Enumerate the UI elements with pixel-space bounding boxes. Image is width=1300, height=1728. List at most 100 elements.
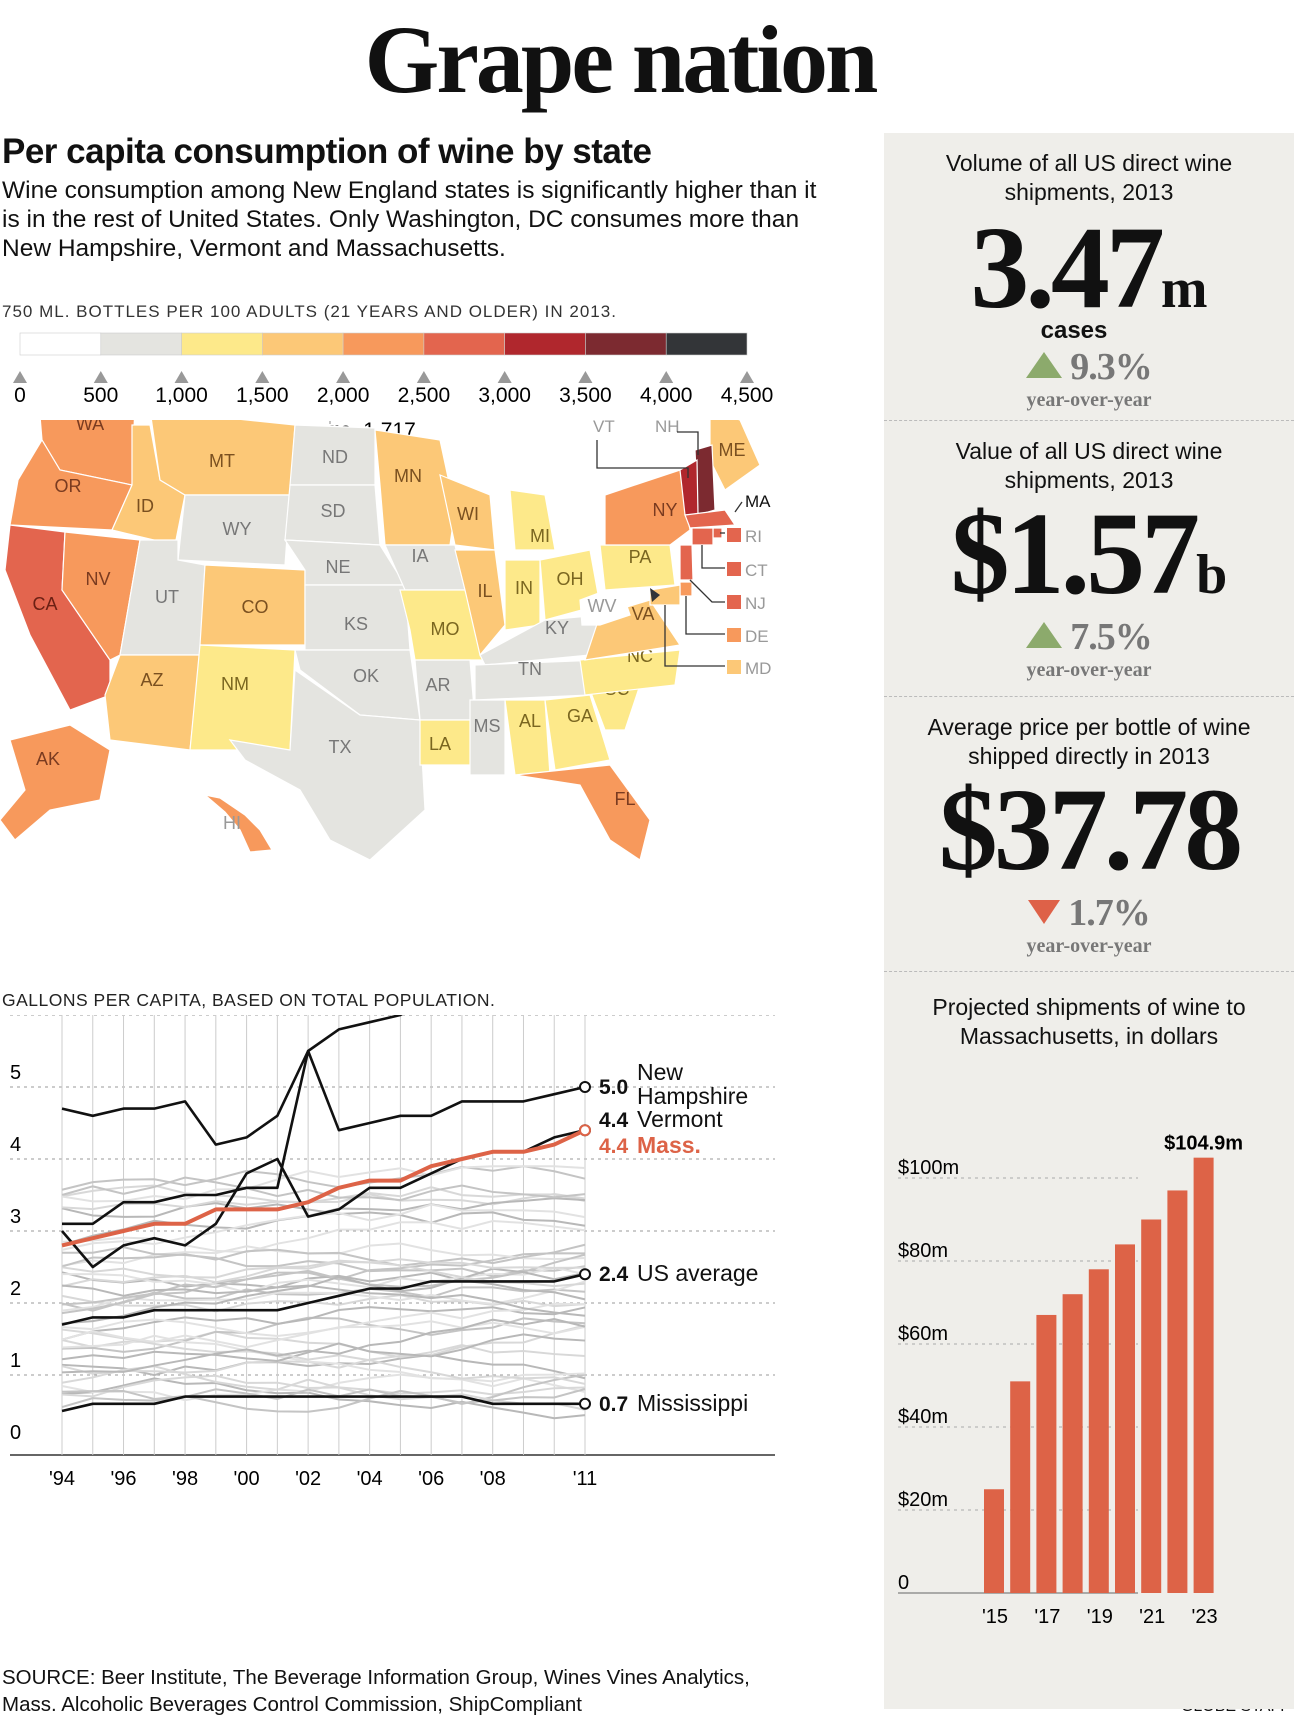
state-label-nj-callout: NJ — [745, 594, 766, 613]
bar — [984, 1489, 1004, 1593]
state-label-ky: KY — [545, 618, 569, 638]
bar-x-tick-label: '17 — [1034, 1606, 1060, 1628]
bar-x-tick-label: '15 — [982, 1606, 1008, 1628]
legend-tick-label: 2,000 — [317, 384, 370, 407]
state-shape-ny — [604, 469, 691, 546]
state-al: AL — [504, 699, 551, 776]
series-end-marker — [579, 1124, 591, 1137]
state-label-al: AL — [519, 711, 541, 731]
consumption-line-chart: 01234567 gallons'94'96'98'00'02'04'06'08… — [10, 1015, 775, 1490]
state-ky: KY — [479, 614, 601, 666]
legend-tick-marker — [174, 371, 189, 383]
divider — [884, 696, 1294, 697]
stat-volume-yoy: year-over-year — [1026, 389, 1152, 411]
legend-tick-label: 2,500 — [398, 384, 451, 407]
bar — [1167, 1190, 1188, 1593]
legend-tick-label: 3,000 — [478, 384, 531, 407]
state-label-de-callout: DE — [745, 627, 769, 646]
state-nv: NV — [61, 531, 141, 661]
x-tick-label: '02 — [295, 1468, 321, 1490]
state-label-md-callout: MD — [745, 659, 771, 678]
state-wv: WV — [579, 584, 631, 626]
state-label-or: OR — [55, 476, 82, 496]
stat-volume-value: 3.47 — [970, 202, 1164, 333]
state-label-ks: KS — [344, 614, 368, 634]
y-tick-label: 1 — [10, 1350, 21, 1372]
series-line — [61, 1395, 585, 1413]
state-label-ut: UT — [155, 587, 179, 607]
stat-volume-unit-word: cases — [1040, 317, 1108, 344]
legend-swatch — [262, 332, 344, 356]
stat-price-value: $37.78 — [938, 764, 1243, 895]
stat-volume-change: 9.3% — [884, 345, 1294, 389]
us-wine-map: US average 1,717 WAORCANVIDMTWYUTAZCONMN… — [0, 420, 771, 861]
state-label-hi: HI — [223, 813, 241, 833]
background-state-line — [61, 1317, 586, 1374]
state-label-tx: TX — [328, 737, 351, 757]
series-end-marker — [579, 1268, 591, 1281]
legend-tick-label: 3,500 — [559, 384, 612, 407]
state-label-nh: NH — [655, 420, 680, 436]
x-tick-label: '06 — [418, 1468, 444, 1490]
bar-x-tick-label: '21 — [1139, 1606, 1165, 1628]
callout-line-de — [685, 596, 725, 635]
background-state-line — [61, 1333, 586, 1362]
state-label-ms: MS — [474, 716, 501, 736]
state-shape-nm — [189, 644, 296, 751]
color-legend: 0 500 1,000 1,500 2,000 2,500 3,000 3,500 4,000 4… — [13, 332, 773, 407]
stat-volume-unit: m — [1160, 258, 1208, 320]
series-name-label: Mississippi — [637, 1390, 748, 1416]
state-label-ny: NY — [652, 500, 677, 520]
state-label-ct-callout: CT — [745, 561, 768, 580]
state-in: IN — [504, 559, 541, 631]
background-state-line — [61, 1328, 586, 1385]
series-name-label: Mass. — [637, 1132, 701, 1158]
background-state-line — [61, 1316, 586, 1353]
bar-y-tick-label: $100m — [898, 1157, 959, 1179]
state-label-nv: NV — [85, 569, 110, 589]
stat-value-unit: b — [1196, 544, 1228, 606]
state-shape-hi — [202, 793, 274, 853]
state-shape-ma — [684, 509, 737, 529]
legend-tick-label: 500 — [83, 384, 118, 407]
y-tick-label: 0 — [10, 1422, 21, 1444]
state-label-ri-callout: RI — [745, 527, 762, 546]
callout-line-nh — [677, 431, 699, 455]
state-label-la: LA — [429, 734, 451, 754]
state-label-me: ME — [719, 440, 746, 460]
x-tick-label: '98 — [172, 1468, 198, 1490]
state-label-vt: VT — [593, 420, 615, 436]
legend-tick-label: 1,500 — [236, 384, 289, 407]
series-end-value: 5.0 — [599, 1076, 628, 1099]
state-ne: NE — [283, 539, 407, 586]
stat-price-label: Average price per bottle of wine shipped… — [927, 714, 1251, 769]
series-end-marker — [579, 1081, 591, 1093]
divider — [884, 971, 1294, 972]
background-state-line — [61, 1373, 586, 1413]
state-mo: MO — [399, 589, 486, 661]
state-shape-wy — [177, 494, 291, 566]
stat-volume-figure: 3.47m — [884, 209, 1294, 327]
state-label-oh: OH — [557, 569, 584, 589]
bar-value-label: $104.9m — [1164, 1133, 1243, 1155]
stat-value: Value of all US direct wine shipments, 2… — [884, 437, 1294, 682]
source-note: SOURCE: Beer Institute, The Beverage Inf… — [2, 1666, 750, 1716]
state-label-mi: MI — [530, 526, 550, 546]
background-state-line — [61, 1294, 586, 1313]
callout-line-md — [664, 605, 725, 667]
state-label-il: IL — [477, 581, 492, 601]
state-label-co: CO — [242, 597, 269, 617]
legend-tick-marker — [255, 371, 270, 383]
stat-value-value: $1.57 — [950, 488, 1200, 619]
projected-shipments-bar-chart: 0 $20m $40m $60m $80m $100m $104.9m '15 '17 '19 '2… — [898, 1133, 1243, 1628]
state-fl: FL — [514, 764, 651, 861]
background-state-line — [61, 1324, 586, 1375]
state-nj — [679, 544, 694, 581]
series-line — [61, 1272, 586, 1326]
state-hi: HI — [202, 793, 274, 853]
bar — [1141, 1219, 1162, 1593]
legend-caption: 750 ML. BOTTLES PER 100 ADULTS (21 YEARS… — [2, 302, 617, 321]
state-label-ok: OK — [353, 666, 379, 686]
callout-line-vt — [596, 440, 689, 478]
state-shape-nv — [61, 531, 141, 661]
